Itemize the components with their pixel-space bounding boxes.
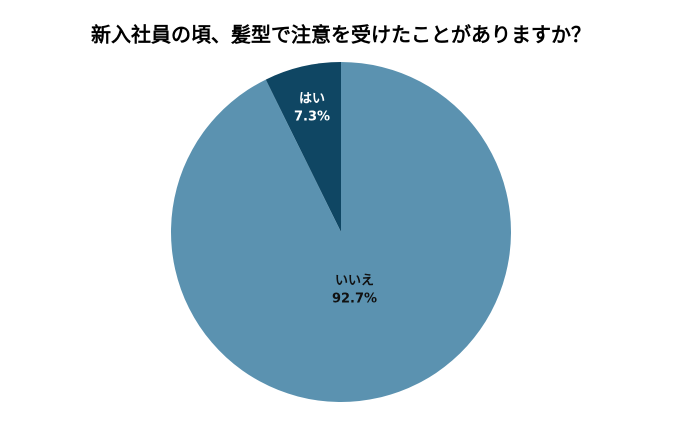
- chart-title: 新入社員の頃、髪型で注意を受けたことがありますか？: [91, 23, 591, 47]
- slice-value-label: 7.3%: [294, 109, 330, 124]
- pie-slice: [265, 62, 341, 232]
- pie-slice: [171, 62, 512, 402]
- slice-label: いいえ: [335, 273, 374, 288]
- slice-label: はい: [299, 91, 325, 106]
- slice-value-label: 92.7%: [332, 291, 377, 306]
